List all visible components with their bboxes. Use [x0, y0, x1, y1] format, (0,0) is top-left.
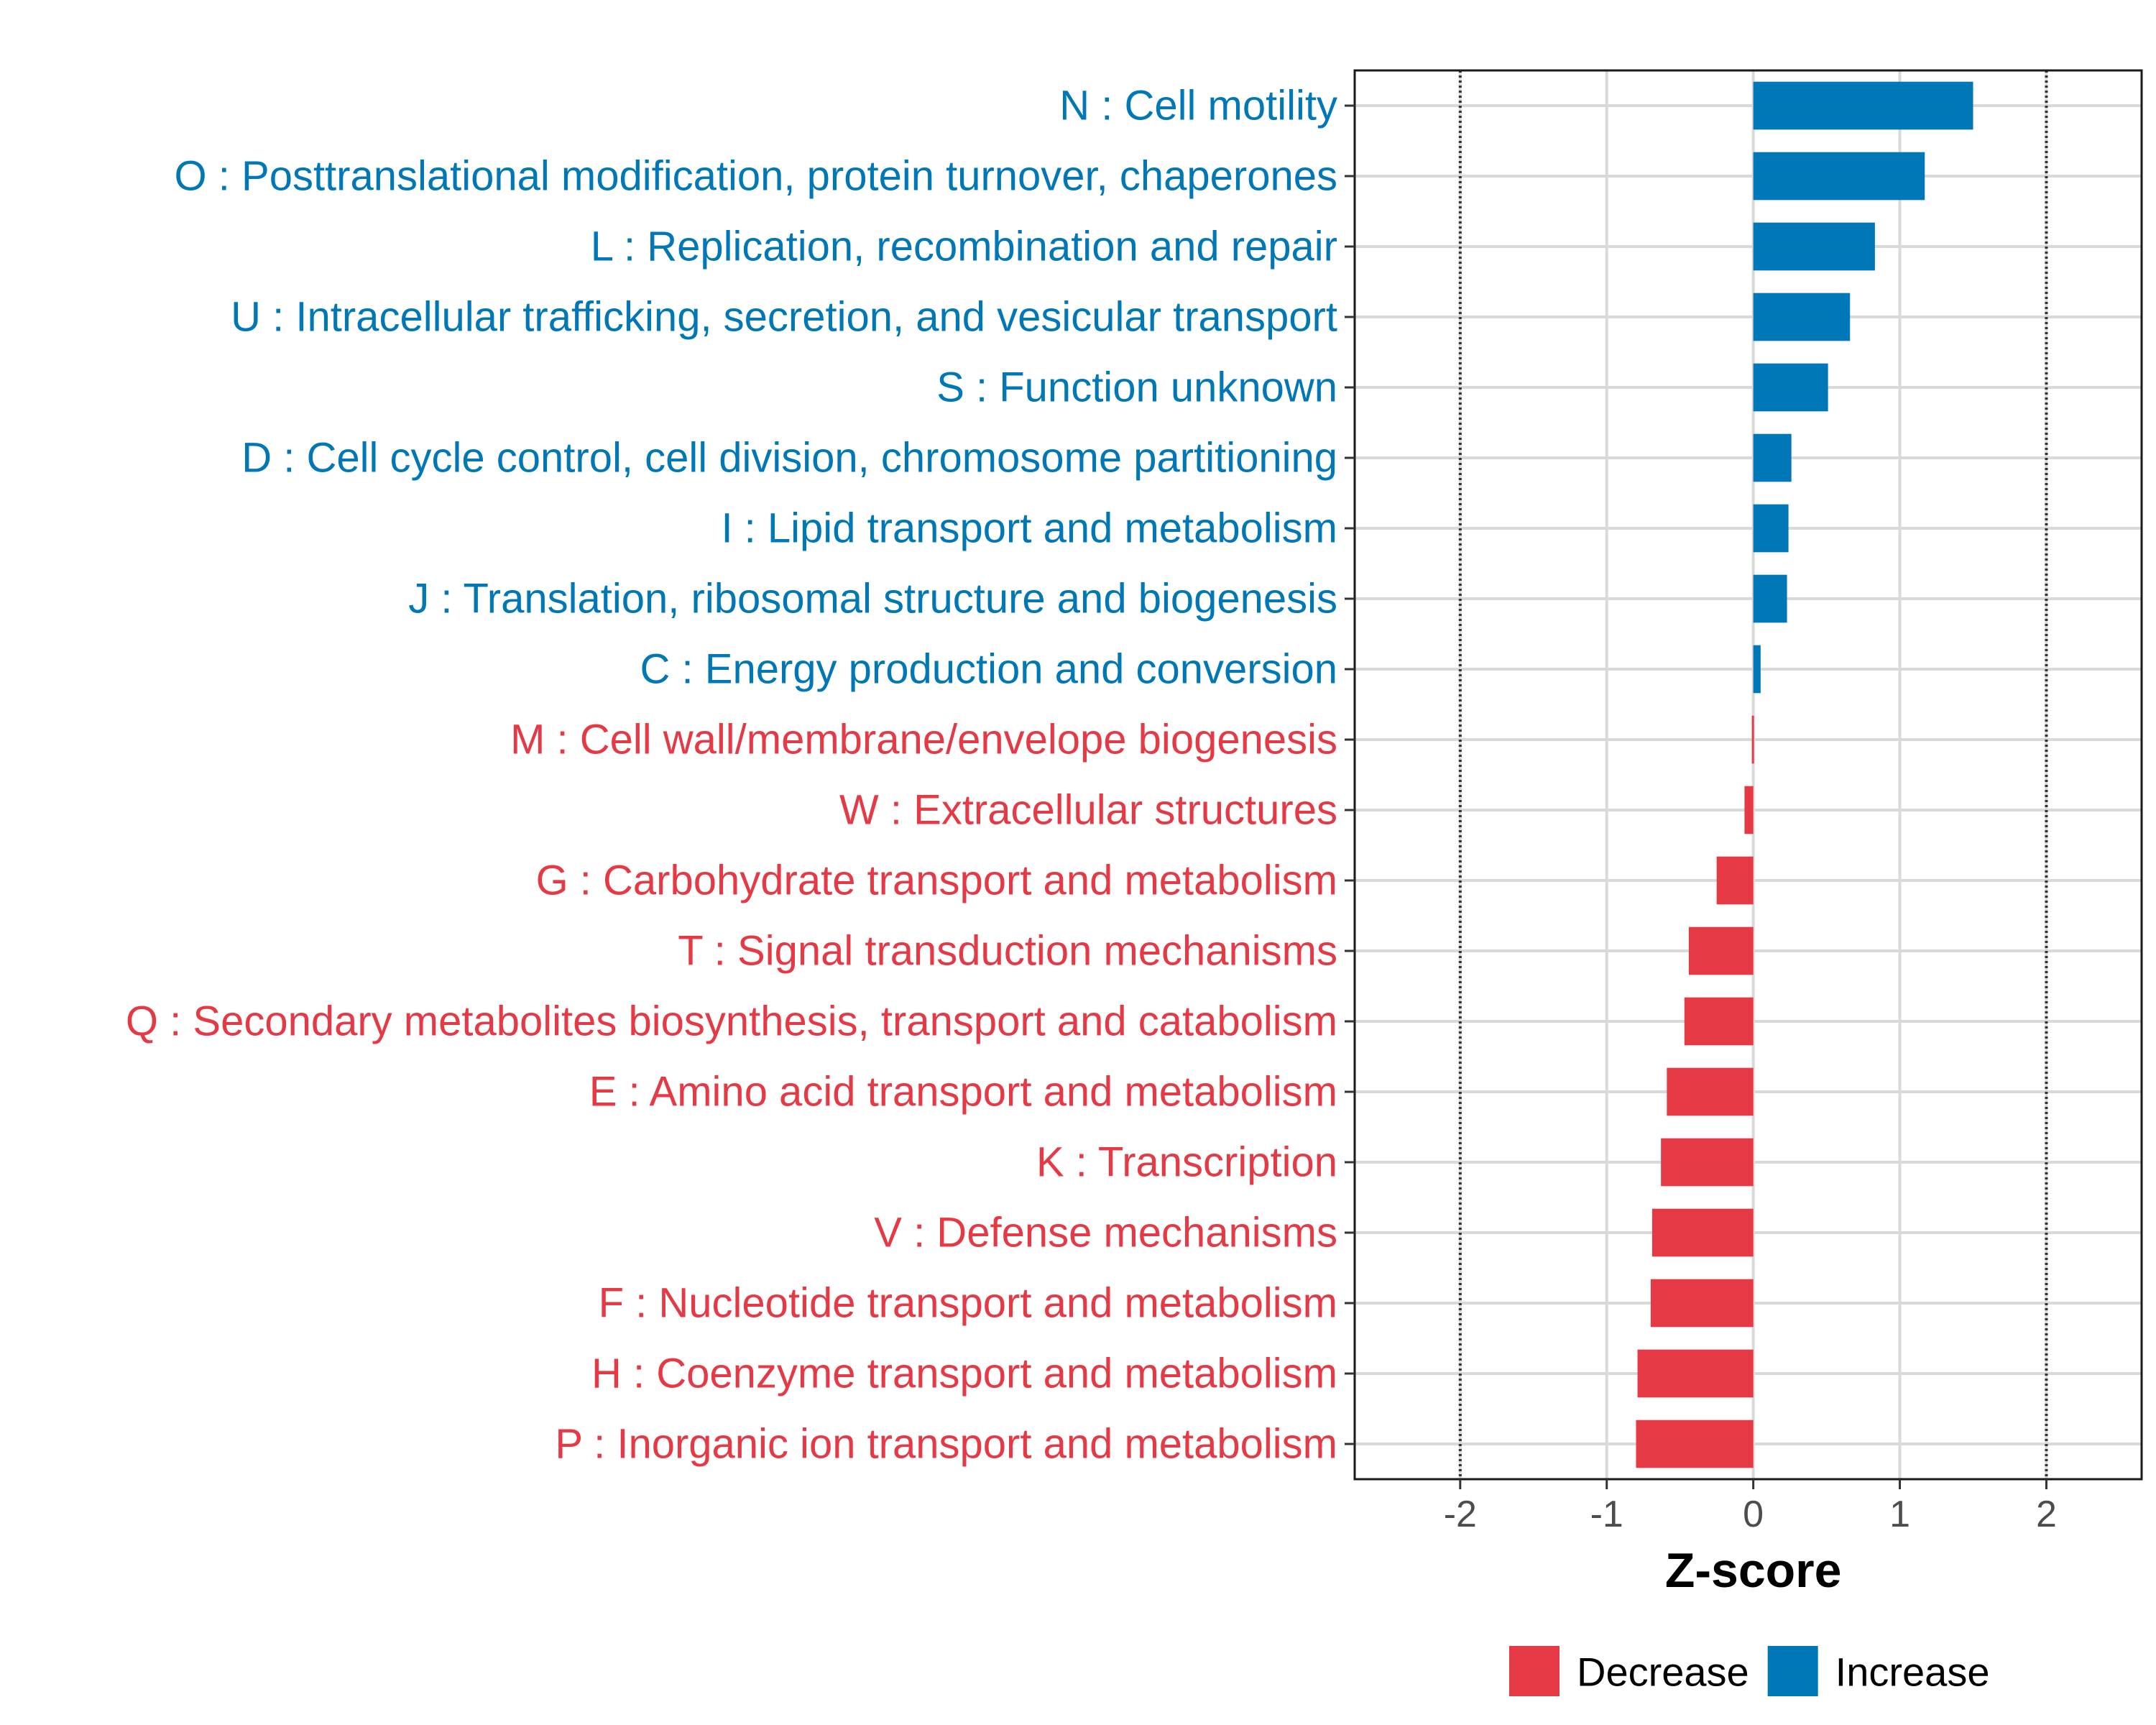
x-tick-label: 0 [1743, 1494, 1764, 1535]
category-label: P : Inorganic ion transport and metaboli… [555, 1421, 1337, 1468]
bar [1753, 152, 1925, 201]
category-label: I : Lipid transport and metabolism [721, 505, 1337, 552]
bar [1650, 1279, 1754, 1328]
y-axis-ticks: N : Cell motility O : Posttranslational m… [126, 83, 1355, 1468]
x-tick-label: -1 [1590, 1494, 1623, 1535]
bars [1636, 81, 1973, 1468]
category-label: M : Cell wall/membrane/envelope biogenes… [510, 717, 1337, 763]
category-label: S : Function unknown [936, 364, 1337, 411]
category-label: Q : Secondary metabolites biosynthesis, … [126, 998, 1337, 1045]
bar [1744, 786, 1754, 834]
legend-swatch [1509, 1646, 1560, 1696]
legend-swatch [1767, 1646, 1818, 1696]
reference-lines [1458, 70, 2048, 1479]
grid-lines [1355, 70, 2142, 1479]
category-label: F : Nucleotide transport and metabolism [599, 1280, 1337, 1327]
bar [1688, 926, 1754, 975]
bar [1753, 433, 1792, 482]
plot-panel-border [1353, 69, 2143, 1481]
category-label: W : Extracellular structures [839, 787, 1337, 834]
category-label: G : Carbohydrate transport and metabolis… [536, 857, 1337, 904]
bar [1716, 856, 1754, 905]
bar [1667, 1067, 1754, 1116]
category-label: J : Translation, ribosomal structure and… [408, 576, 1337, 622]
bar [1753, 504, 1789, 553]
bar [1753, 645, 1761, 694]
bar [1684, 997, 1754, 1046]
category-label: T : Signal transduction mechanisms [678, 928, 1337, 975]
legend: Decrease Increase [1509, 1646, 1989, 1696]
bar [1753, 81, 1973, 130]
x-tick-label: 1 [1889, 1494, 1910, 1535]
category-label: H : Coenzyme transport and metabolism [591, 1351, 1337, 1397]
legend-label: Decrease [1577, 1650, 1749, 1695]
x-tick-label: -2 [1444, 1494, 1477, 1535]
bar [1636, 1420, 1754, 1468]
category-label: L : Replication, recombination and repai… [591, 224, 1337, 270]
category-label: O : Posttranslational modification, prot… [175, 153, 1337, 200]
category-label: K : Transcription [1036, 1139, 1337, 1186]
category-label: U : Intracellular trafficking, secretion… [231, 294, 1337, 341]
x-axis-ticks: -2 -1 0 1 2 [1444, 1479, 2057, 1535]
category-label: E : Amino acid transport and metabolism [589, 1069, 1337, 1116]
bar [1753, 293, 1851, 341]
category-label: N : Cell motility [1059, 83, 1337, 129]
x-axis-title: Z-score [1665, 1543, 1842, 1598]
category-label: V : Defense mechanisms [874, 1210, 1337, 1256]
bar [1751, 715, 1754, 764]
legend-label: Increase [1835, 1650, 1990, 1695]
bar [1753, 222, 1875, 271]
bar [1753, 574, 1787, 623]
category-label: D : Cell cycle control, cell division, c… [241, 435, 1337, 482]
bar [1637, 1349, 1754, 1398]
bar [1753, 363, 1828, 412]
x-tick-label: 2 [2036, 1494, 2057, 1535]
bar [1651, 1208, 1754, 1257]
bar [1661, 1138, 1754, 1187]
category-label: C : Energy production and conversion [640, 646, 1337, 693]
